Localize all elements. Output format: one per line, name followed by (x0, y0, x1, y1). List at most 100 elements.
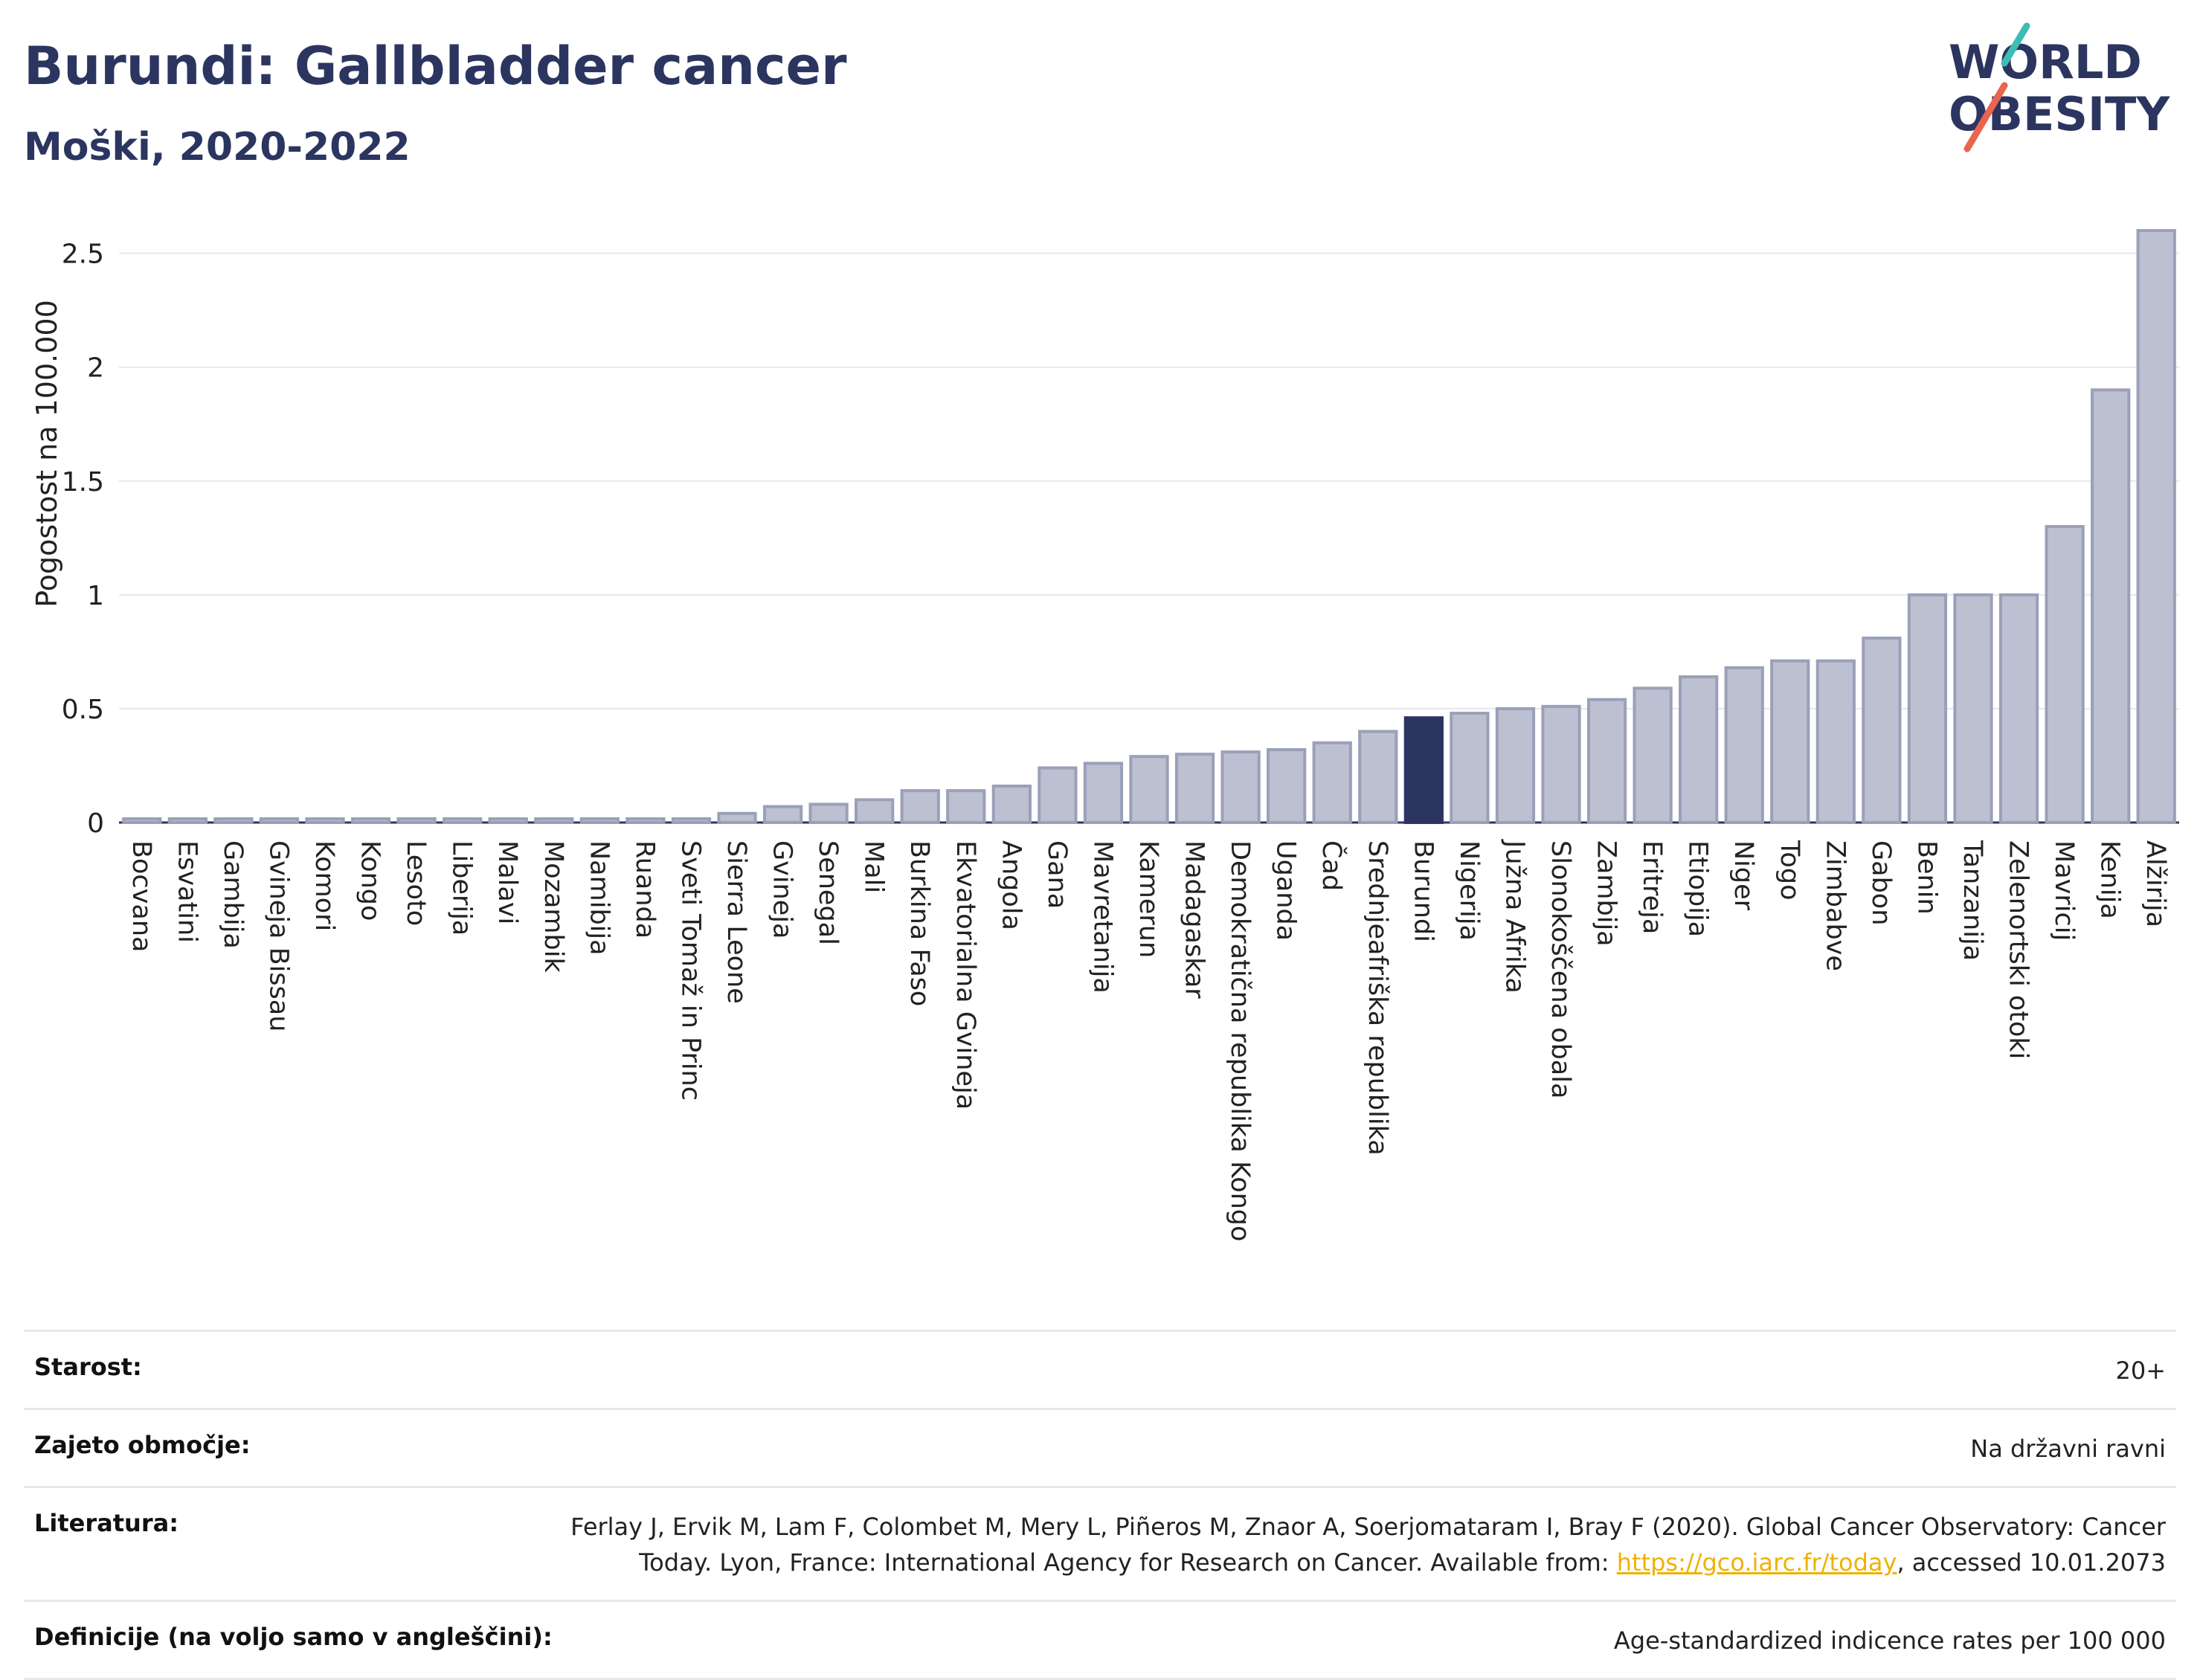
bar-ekvatorialna-gvineja[interactable] (946, 789, 986, 824)
x-tick-label: Niger (1728, 840, 1758, 911)
meta-label: Definicije (na voljo samo v angleščini): (34, 1623, 553, 1651)
bar-sierra-leone[interactable] (717, 811, 757, 825)
bar-uganda[interactable] (1267, 748, 1307, 824)
bar-bocvana[interactable] (122, 817, 162, 824)
bar-esvatini[interactable] (167, 817, 208, 824)
bar-angola[interactable] (991, 785, 1032, 824)
meta-value: 20+ (2115, 1356, 2166, 1385)
x-tick-label: Gvineja Bissau (263, 840, 293, 1032)
x-tick-label: Alžirija (2141, 840, 2170, 927)
bar-benin[interactable] (1907, 593, 1948, 824)
bar-tanzanija[interactable] (1953, 593, 1993, 824)
bars (122, 229, 2176, 825)
reference-link[interactable]: https://gco.iarc.fr/today (1616, 1548, 1897, 1577)
logo-slash-red (1963, 82, 2008, 152)
bar-komori[interactable] (305, 817, 345, 824)
bar-senegal[interactable] (808, 802, 849, 824)
meta-label: Starost: (34, 1353, 142, 1381)
logo-line1: WORLD (1949, 35, 2142, 89)
x-tick-label: Demokratična republika Kongo (1225, 840, 1255, 1241)
meta-label: Zajeto območje: (34, 1431, 251, 1459)
bar-alžirija[interactable] (2136, 229, 2176, 824)
bar-madagaskar[interactable] (1174, 753, 1215, 825)
bar-sveti-tomaž-in-princ[interactable] (671, 817, 712, 824)
bar-demokratična-republika-kongo[interactable] (1220, 750, 1261, 824)
logo-slash-teal (2001, 22, 2030, 67)
x-tick-label: Srednjeafriška republika (1363, 840, 1392, 1156)
bar-mali[interactable] (855, 798, 895, 825)
x-tick-label: Mozambik (538, 840, 568, 973)
x-tick-label: Mavretanija (1087, 840, 1117, 994)
meta-value: Age-standardized indicence rates per 100… (1613, 1626, 2166, 1655)
bar-eritreja[interactable] (1633, 686, 1673, 824)
x-tick-label: Gambija (218, 840, 248, 949)
bar-zelenortski-otoki[interactable] (1998, 593, 2039, 824)
x-tick-label: Gvineja (768, 840, 797, 939)
bar-slonokoščena-obala[interactable] (1541, 704, 1581, 824)
bar-gana[interactable] (1038, 766, 1078, 824)
x-tick-label: Uganda (1271, 840, 1301, 941)
x-tick-label: Namibija (584, 840, 614, 956)
x-tick-label: Gabon (1866, 840, 1896, 925)
x-tick-label: Burkina Faso (904, 840, 934, 1006)
x-tick-label: Zambija (1592, 840, 1621, 947)
x-tick-label: Eritreja (1637, 840, 1667, 934)
bar-mozambik[interactable] (534, 817, 574, 824)
bar-zimbabve[interactable] (1815, 659, 1856, 825)
x-tick-label: Sveti Tomaž in Princ (675, 840, 705, 1101)
x-tick-label: Komori (309, 840, 339, 931)
y-axis-label: Pogostost na 100.000 (30, 300, 63, 608)
bar-burundi[interactable] (1403, 716, 1444, 825)
x-tick-label: Ruanda (630, 840, 660, 939)
x-tick-label: Benin (1911, 840, 1941, 915)
bar-gvineja-bissau[interactable] (259, 817, 300, 824)
bar-etiopija[interactable] (1679, 675, 1719, 824)
x-tick-label: Senegal (813, 840, 843, 945)
bar-togo[interactable] (1770, 659, 1810, 825)
bar-ruanda[interactable] (625, 817, 666, 824)
x-tick-label: Kamerun (1133, 840, 1163, 958)
bar-lesoto[interactable] (396, 817, 437, 824)
x-tick-label: Ekvatorialna Gvineja (951, 840, 980, 1110)
x-tick-label: Angola (996, 840, 1026, 930)
bar-mavretanija[interactable] (1083, 762, 1124, 825)
bar-gvineja[interactable] (762, 805, 803, 824)
x-tick-label: Gana (1042, 840, 1072, 909)
bar-malavi[interactable] (488, 817, 528, 824)
x-tick-label: Malavi (492, 840, 522, 924)
x-axis-ticks: Bocvana Esvatini Gambija Gvineja Bissau Komo… (126, 839, 2170, 1241)
bar-južna-afrika[interactable] (1495, 707, 1536, 825)
bar-kamerun[interactable] (1129, 755, 1169, 825)
x-tick-label: Zimbabve (1820, 840, 1850, 971)
x-tick-label: Etiopija (1683, 840, 1713, 937)
y-tick-label: 0 (87, 808, 104, 839)
bar-gabon[interactable] (1862, 637, 1902, 824)
x-tick-label: Tanzanija (1958, 840, 1987, 961)
x-tick-label: Zelenortski otoki (2004, 840, 2033, 1059)
bar-srednjeafriška-republika[interactable] (1358, 730, 1398, 824)
y-tick-label: 2.5 (62, 239, 104, 270)
bar-čad[interactable] (1312, 741, 1352, 824)
y-tick-label: 1.5 (62, 467, 104, 498)
bar-burkina-faso[interactable] (900, 789, 940, 824)
bar-mavricij[interactable] (2045, 525, 2085, 824)
bar-nigerija[interactable] (1450, 712, 1490, 824)
x-tick-label: Južna Afrika (1499, 839, 1529, 994)
y-tick-label: 2 (87, 353, 104, 384)
x-tick-label: Slonokoščena obala (1546, 840, 1575, 1098)
x-tick-label: Lesoto (401, 840, 431, 926)
x-tick-label: Čad (1316, 840, 1348, 891)
bar-kongo[interactable] (350, 817, 391, 824)
bar-gambija[interactable] (213, 817, 254, 824)
x-tick-label: Mali (859, 840, 889, 893)
bar-chart: 0 0.5 1 1.5 2 2.5 Bocvana Esvatini Gambija Gvine… (30, 229, 2179, 1241)
metadata-table: Starost: 20+ Zajeto območje: Na državni … (24, 1330, 2176, 1680)
bar-niger[interactable] (1724, 666, 1764, 824)
bar-namibija[interactable] (579, 817, 620, 824)
meta-row-literature: Literatura: Ferlay J, Ervik M, Lam F, Co… (24, 1486, 2176, 1600)
x-tick-label: Sierra Leone (721, 840, 751, 1004)
bar-liberija[interactable] (443, 817, 483, 824)
bar-kenija[interactable] (2091, 388, 2131, 824)
world-obesity-logo: WORLD OBESITY (1949, 22, 2170, 152)
bar-zambija[interactable] (1586, 698, 1627, 825)
